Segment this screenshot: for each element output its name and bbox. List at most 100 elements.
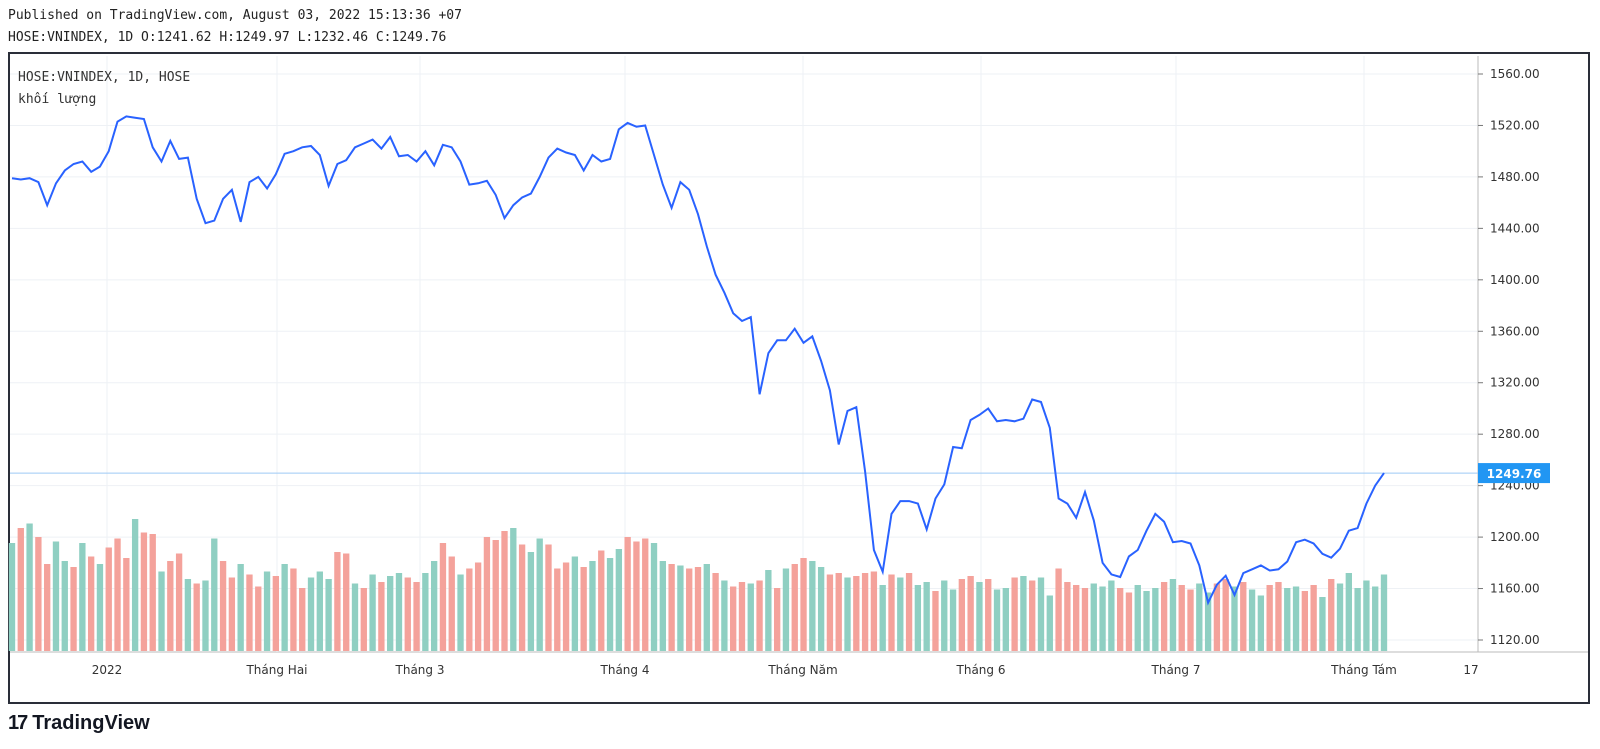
volume-bar	[483, 537, 491, 651]
volume-bar	[580, 567, 587, 651]
volume-bar	[730, 586, 737, 651]
volume-bar	[1292, 586, 1300, 651]
y-tick-label: 1200.00	[1490, 530, 1540, 544]
volume-bar	[1231, 586, 1238, 651]
volume-bar	[422, 573, 429, 651]
volume-bar	[1257, 595, 1265, 651]
volume-bar	[1345, 573, 1352, 651]
volume-bar	[404, 577, 411, 651]
volume-bar	[941, 580, 948, 651]
volume-bar	[897, 577, 904, 651]
volume-bar	[255, 586, 262, 651]
volume-bar	[1363, 580, 1370, 651]
volume-bar	[290, 568, 297, 651]
volume-bar	[466, 568, 473, 651]
volume-bar	[738, 582, 746, 651]
volume-bar	[993, 589, 1001, 651]
volume-bar	[175, 553, 183, 651]
tradingview-brand: TradingView	[32, 712, 150, 734]
volume-bar	[193, 583, 200, 651]
volume-bar	[527, 552, 535, 651]
volume-bar	[853, 576, 860, 651]
volume-bar	[545, 544, 552, 651]
volume-bar	[369, 574, 376, 651]
volume-bar	[598, 550, 605, 651]
volume-bar	[510, 528, 517, 651]
volume-bar	[439, 543, 447, 651]
x-tick-label: Tháng 3	[395, 663, 445, 677]
y-tick-label: 1560.00	[1490, 67, 1540, 81]
volume-bar	[61, 561, 68, 651]
chart-frame[interactable]	[8, 52, 1590, 704]
volume-bar	[1099, 586, 1106, 651]
current-price-tag	[1478, 463, 1550, 484]
volume-bar	[1328, 579, 1335, 651]
grid	[10, 56, 1588, 653]
volume-bar	[861, 573, 869, 651]
volume-bar	[826, 574, 834, 651]
volume-bar	[114, 538, 121, 651]
x-tick-label: 2022	[92, 663, 123, 677]
x-tick-label: Tháng Tám	[1330, 663, 1397, 677]
volume-bar	[1125, 592, 1133, 651]
volume-bar	[1240, 582, 1247, 651]
volume-bar	[668, 564, 675, 651]
y-tick-label: 1520.00	[1490, 118, 1540, 132]
volume-bar	[747, 583, 754, 651]
volume-bar	[1134, 585, 1141, 651]
volume-bar	[26, 523, 33, 651]
volume-bar	[219, 561, 227, 651]
volume-bar	[809, 561, 816, 651]
volume-bar	[791, 564, 798, 651]
y-tick-label: 1320.00	[1490, 376, 1540, 390]
volume-bar	[1301, 591, 1309, 651]
volume-bar	[123, 558, 130, 651]
volume-bar	[773, 588, 781, 651]
volume-bar	[817, 567, 825, 651]
volume-bar	[642, 538, 649, 651]
volume-bar	[650, 543, 658, 651]
volume-bar	[923, 582, 930, 651]
volume-bar	[1380, 574, 1388, 651]
volume-bar	[17, 528, 24, 651]
volume-bar	[1002, 588, 1009, 651]
volume-bar	[1046, 595, 1053, 651]
volume-bar	[976, 582, 983, 651]
volume-bar	[44, 564, 51, 651]
volume-bar	[589, 561, 596, 651]
volume-bar	[448, 556, 455, 651]
volume-bar	[1037, 577, 1045, 651]
volume-bar	[1372, 586, 1379, 651]
volume-bar	[967, 576, 974, 651]
volume-bar	[914, 585, 922, 651]
volume-bar	[1090, 583, 1097, 651]
volume-bar	[316, 571, 323, 651]
volume-bar	[202, 580, 209, 651]
volume-bar	[140, 532, 148, 651]
volume-bar	[712, 573, 719, 651]
volume-bar	[958, 579, 966, 651]
volume-bar	[1204, 592, 1212, 651]
volume-bar	[615, 549, 623, 651]
volume-bar	[228, 577, 236, 651]
current-price-label: 1249.76	[1487, 467, 1542, 481]
volume-bar	[492, 540, 499, 651]
x-tick-label: Tháng 7	[1151, 663, 1201, 677]
volume-bars	[8, 519, 1388, 651]
volume-bar	[299, 588, 306, 651]
volume-bar	[387, 576, 394, 651]
volume-bar	[888, 574, 895, 651]
volume-bar	[1029, 580, 1036, 651]
volume-bar	[686, 568, 693, 651]
volume-bar	[1275, 582, 1282, 651]
volume-legend[interactable]: khối lượng	[18, 92, 97, 107]
volume-bar	[87, 556, 95, 651]
volume-bar	[1160, 582, 1168, 651]
y-axis: 1560.00 1520.00 1480.00 1440.00 1400.00 1360.…	[1478, 67, 1540, 647]
volume-bar	[1196, 583, 1203, 651]
volume-bar	[334, 552, 341, 651]
volume-bar	[949, 589, 957, 651]
tradingview-logo[interactable]: 17 TradingView	[8, 712, 150, 735]
symbol-legend[interactable]: HOSE:VNINDEX, 1D, HOSE	[18, 70, 191, 85]
